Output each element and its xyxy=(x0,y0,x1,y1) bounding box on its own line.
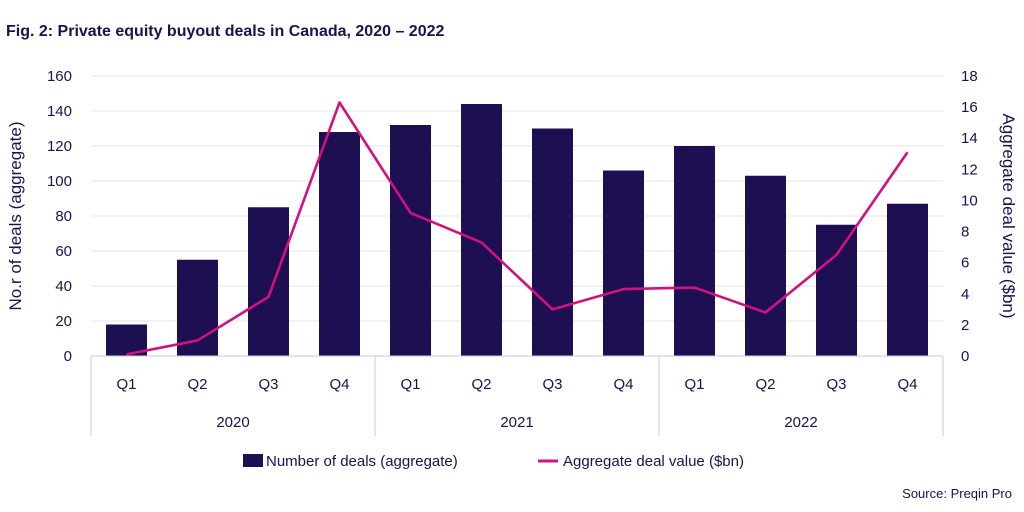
left-tick-label: 100 xyxy=(47,173,72,190)
left-tick-label: 80 xyxy=(55,208,72,225)
left-tick-label: 60 xyxy=(55,243,72,260)
x-tick-label: Q4 xyxy=(329,376,349,393)
x-group-label: 2021 xyxy=(500,414,533,431)
right-tick-label: 12 xyxy=(961,161,978,178)
right-tick-label: 8 xyxy=(961,224,969,241)
bar xyxy=(248,207,289,356)
left-tick-label: 140 xyxy=(47,103,72,120)
bar xyxy=(887,203,928,356)
legend-line-label: Aggregate deal value ($bn) xyxy=(563,453,744,470)
right-tick-label: 14 xyxy=(961,130,978,147)
x-tick-label: Q4 xyxy=(897,376,917,393)
right-tick-label: 6 xyxy=(961,255,969,272)
x-tick-label: Q4 xyxy=(613,376,633,393)
x-group-label: 2020 xyxy=(216,414,249,431)
bar-series xyxy=(106,104,928,356)
legend-bar-swatch xyxy=(243,454,263,467)
bar xyxy=(816,224,857,356)
left-tick-label: 20 xyxy=(55,313,72,330)
left-tick-label: 0 xyxy=(64,348,72,365)
right-axis-title: Aggregate deal value ($bn) xyxy=(999,113,1018,318)
x-tick-label: Q1 xyxy=(400,376,420,393)
left-tick-label: 120 xyxy=(47,138,72,155)
left-tick-label: 160 xyxy=(47,68,72,85)
legend: Number of deals (aggregate) Aggregate de… xyxy=(243,453,744,470)
x-tick-label: Q2 xyxy=(755,376,775,393)
x-tick-label: Q3 xyxy=(258,376,278,393)
x-tick-label: Q1 xyxy=(116,376,136,393)
bar xyxy=(319,132,360,356)
source-note: Source: Preqin Pro xyxy=(902,486,1012,501)
left-tick-label: 40 xyxy=(55,278,72,295)
right-tick-label: 0 xyxy=(961,348,969,365)
x-tick-label: Q3 xyxy=(542,376,562,393)
right-tick-label: 18 xyxy=(961,68,978,85)
left-axis-title: No.r of deals (aggregate) xyxy=(6,122,25,311)
gridlines xyxy=(91,75,943,357)
right-tick-label: 4 xyxy=(961,286,969,303)
x-tick-label: Q2 xyxy=(471,376,491,393)
line-series xyxy=(126,101,909,356)
x-axis: Q1 Q2 Q3 Q4 Q1 Q2 Q3 Q4 Q1 Q2 Q3 Q4 2020 2021 2022 xyxy=(90,355,944,436)
right-tick-label: 2 xyxy=(961,317,969,334)
bar xyxy=(745,175,786,356)
value-line xyxy=(126,101,909,356)
x-tick-label: Q3 xyxy=(826,376,846,393)
x-tick-label: Q1 xyxy=(684,376,704,393)
bar xyxy=(674,146,715,356)
right-axis-ticks: 0 2 4 6 8 10 12 14 16 18 xyxy=(961,68,978,365)
x-group-label: 2022 xyxy=(784,414,817,431)
right-tick-label: 10 xyxy=(961,192,978,209)
chart-title: Fig. 2: Private equity buyout deals in C… xyxy=(6,23,444,40)
legend-bar-label: Number of deals (aggregate) xyxy=(266,453,458,470)
left-axis-ticks: 0 20 40 60 80 100 120 140 160 xyxy=(47,68,72,365)
bar xyxy=(532,128,573,356)
bar xyxy=(390,125,431,356)
bar xyxy=(461,104,502,356)
x-tick-label: Q2 xyxy=(187,376,207,393)
right-tick-label: 16 xyxy=(961,99,978,116)
bar xyxy=(603,170,644,356)
